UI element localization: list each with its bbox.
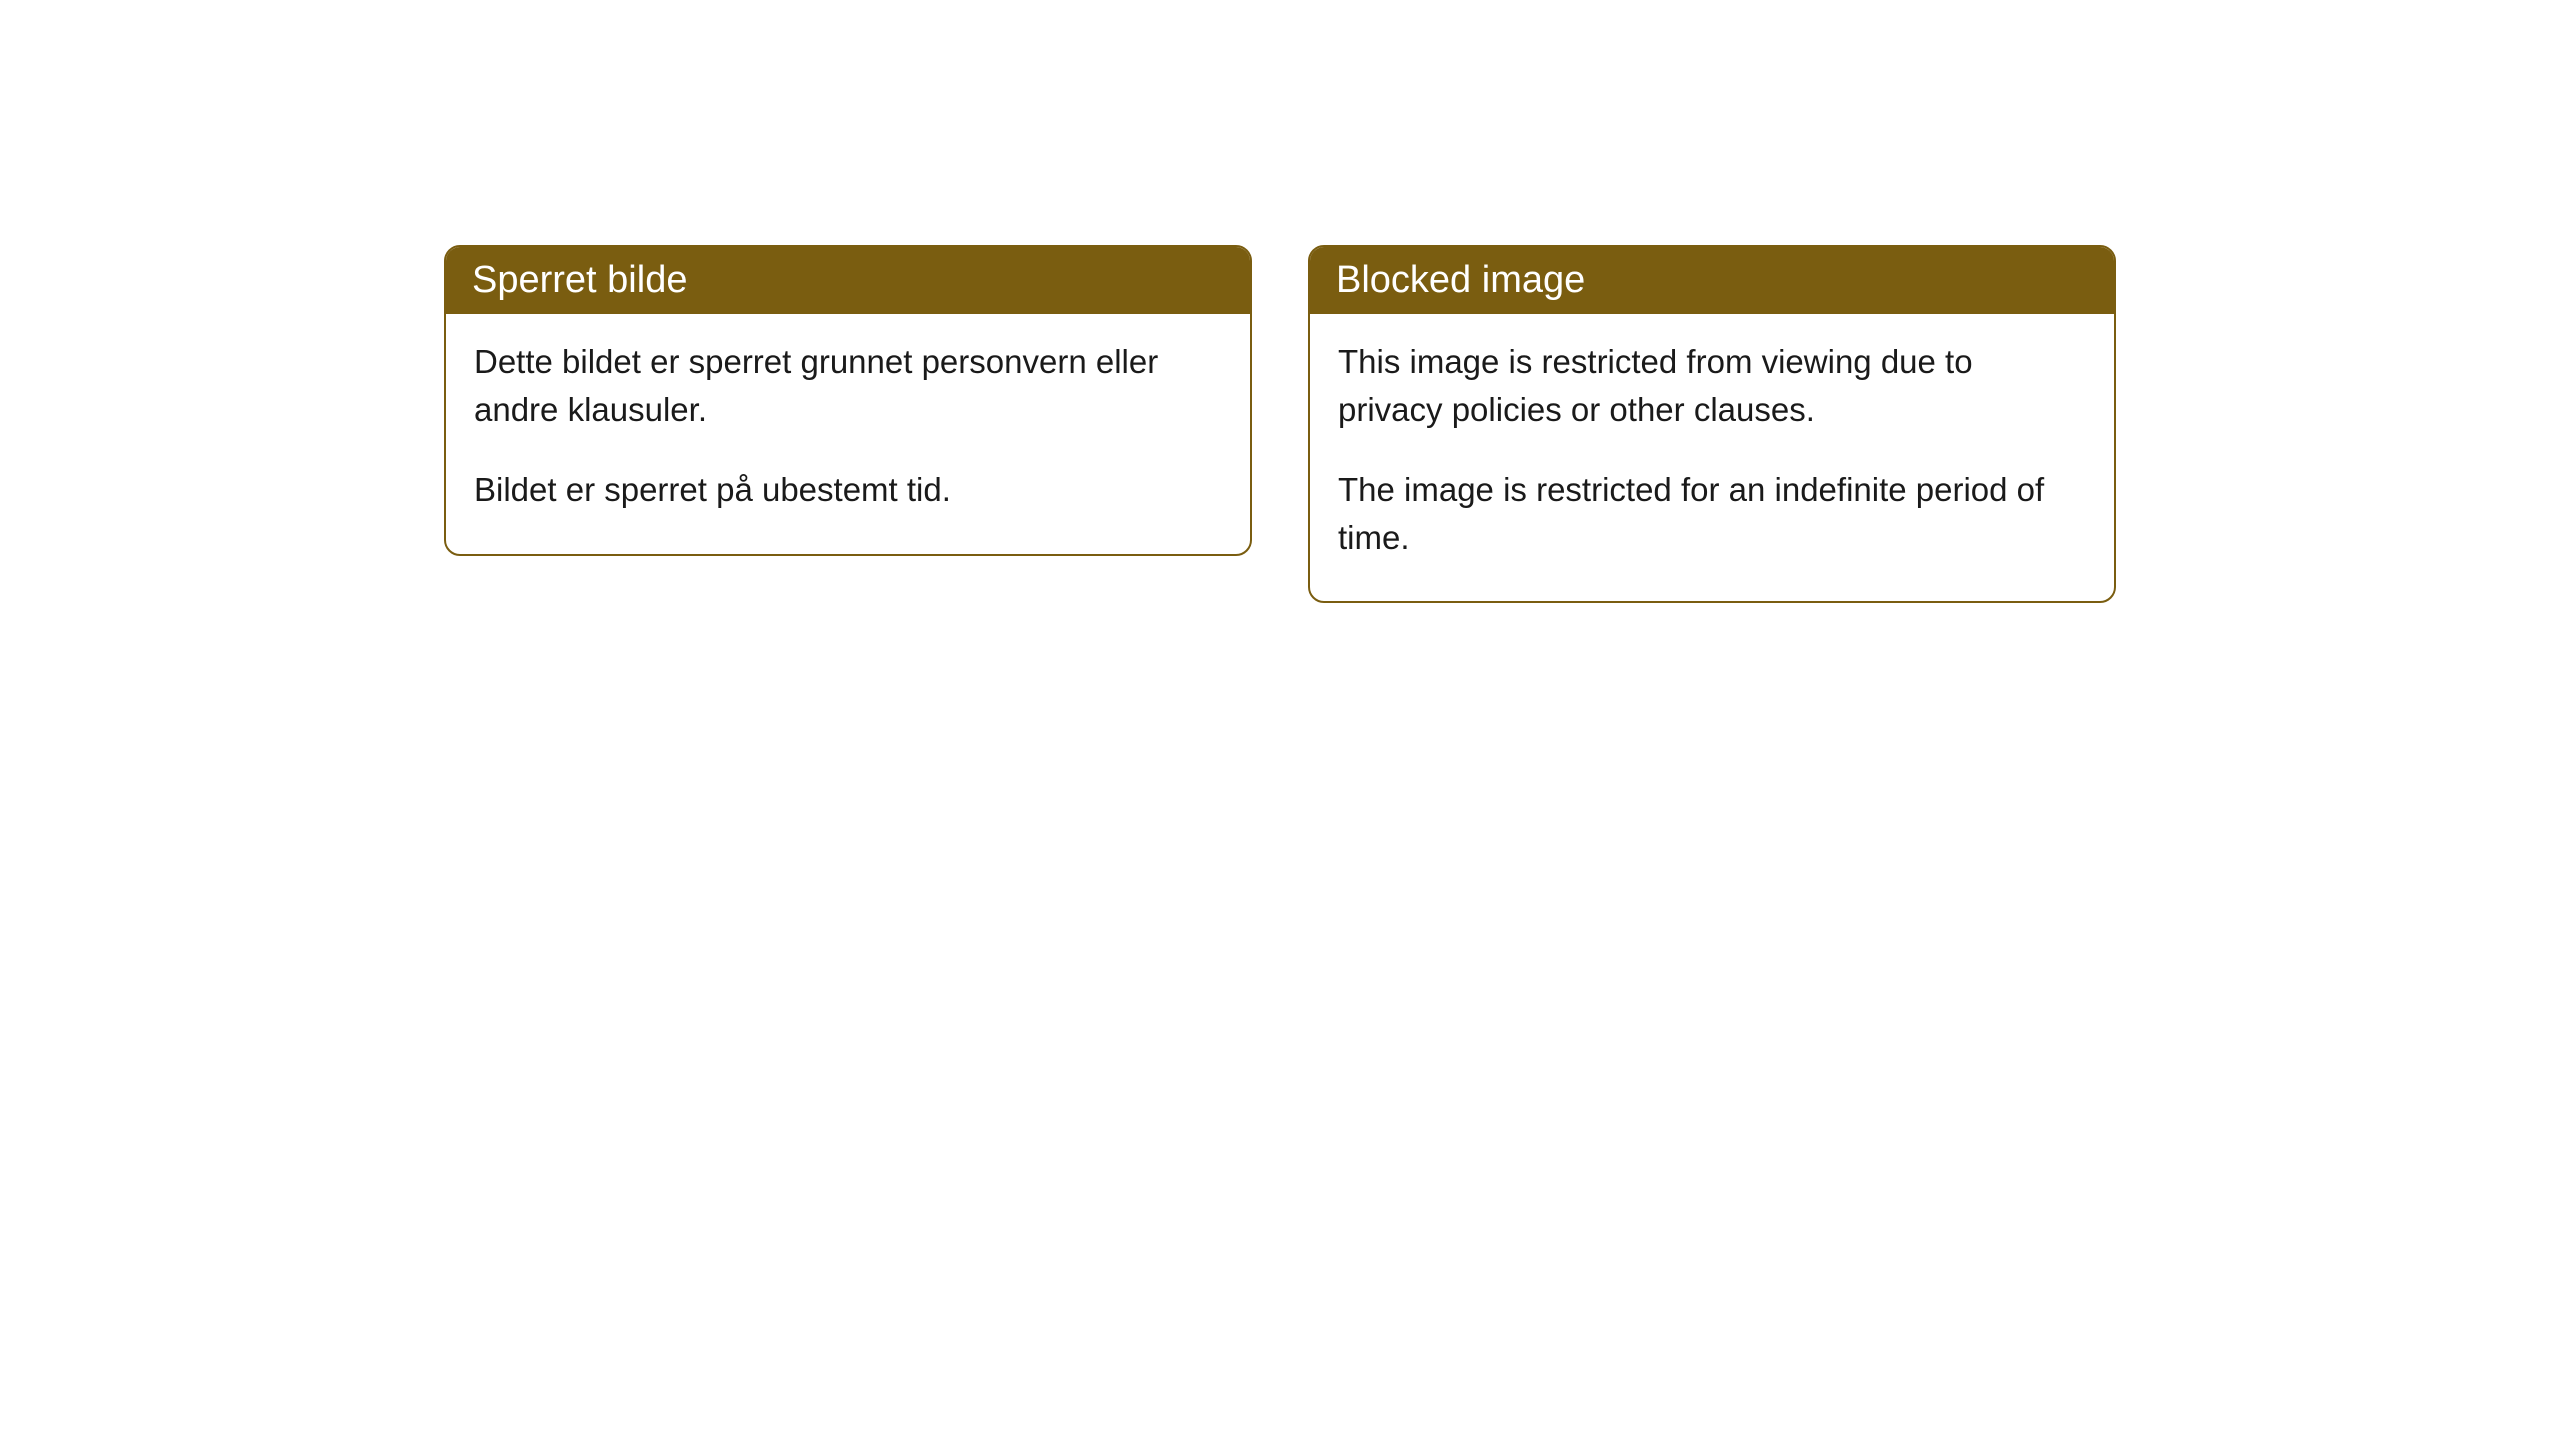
- card-title: Blocked image: [1336, 259, 1585, 301]
- card-paragraph-1: Dette bildet er sperret grunnet personve…: [474, 338, 1222, 434]
- card-body-english: This image is restricted from viewing du…: [1310, 314, 2114, 601]
- blocked-image-card-english: Blocked image This image is restricted f…: [1308, 245, 2116, 603]
- card-header-norwegian: Sperret bilde: [446, 247, 1250, 314]
- card-paragraph-1: This image is restricted from viewing du…: [1338, 338, 2086, 434]
- card-title: Sperret bilde: [472, 259, 687, 301]
- blocked-image-card-norwegian: Sperret bilde Dette bildet er sperret gr…: [444, 245, 1252, 556]
- card-paragraph-2: Bildet er sperret på ubestemt tid.: [474, 466, 1222, 514]
- card-header-english: Blocked image: [1310, 247, 2114, 314]
- card-paragraph-2: The image is restricted for an indefinit…: [1338, 466, 2086, 562]
- cards-container: Sperret bilde Dette bildet er sperret gr…: [444, 245, 2116, 1440]
- card-body-norwegian: Dette bildet er sperret grunnet personve…: [446, 314, 1250, 554]
